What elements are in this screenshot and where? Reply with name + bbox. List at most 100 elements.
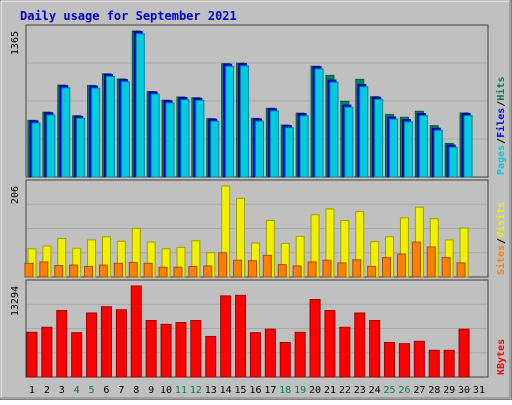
bar-pages-day-13 [210,120,220,178]
chart-panels: 1365Pages/Files/Hits206Sites/Visits13294… [10,24,507,378]
bar-pages-day-12 [195,99,205,178]
bars-bottom [26,285,470,378]
bar-pages-day-29 [448,146,458,178]
bar-kbytes-day-3 [56,310,68,378]
bar-kbytes-day-15 [235,294,247,378]
bar-kbytes-day-8 [130,285,142,378]
bar-kbytes-day-1 [26,331,38,378]
legend-pages: Pages [496,145,507,175]
bar-pages-day-8 [135,33,145,178]
bar-sites-day-25 [382,257,392,278]
bar-sites-day-9 [143,262,153,278]
bar-kbytes-day-9 [145,319,157,378]
bar-sites-day-21 [322,259,332,278]
x-tick-label-day-22: 22 [339,385,351,396]
bar-kbytes-day-30 [458,328,470,378]
bar-sites-day-22 [337,262,347,278]
bar-kbytes-day-21 [324,310,336,378]
bar-kbytes-day-11 [175,322,187,378]
bar-sites-day-8 [128,261,138,278]
bar-pages-day-14 [225,65,235,178]
bar-pages-day-17 [269,110,279,178]
x-tick-label-day-4: 4 [74,385,80,396]
bar-pages-day-7 [120,81,130,178]
bar-sites-day-2 [39,261,49,278]
x-axis-day-labels: 1 2 3 4 5 6 7 8 9 10 11 12 13 14 15 16 17 18 19 20 21 22 23 24 2… [29,385,485,396]
bar-pages-day-16 [254,120,264,178]
bar-pages-day-28 [433,129,443,178]
bar-pages-day-20 [314,68,324,178]
y-axis-max-label: 1365 [10,31,21,55]
x-tick-label-day-28: 28 [428,385,440,396]
bar-kbytes-day-6 [100,306,112,378]
bar-kbytes-day-13 [205,335,217,378]
legend-top: Pages/Files/Hits [495,77,507,175]
x-tick-label-day-9: 9 [148,385,154,396]
legend-hits: Hits [495,77,507,101]
x-tick-label-day-6: 6 [103,385,109,396]
legend-separator: / [496,101,507,107]
bar-sites-day-6 [98,264,108,278]
x-tick-label-day-11: 11 [175,385,187,396]
x-tick-label-day-5: 5 [89,385,95,396]
x-tick-label-day-27: 27 [413,385,425,396]
x-tick-label-day-21: 21 [324,385,336,396]
bar-kbytes-day-25 [384,341,396,378]
bar-kbytes-day-27 [413,340,425,378]
bar-sites-day-20 [307,261,317,278]
bar-pages-day-10 [165,102,175,178]
bar-kbytes-day-29 [443,349,455,378]
x-tick-label-day-19: 19 [294,385,306,396]
bar-pages-day-4 [76,117,86,178]
bar-pages-day-5 [91,87,101,178]
bar-sites-day-13 [203,265,213,278]
y-axis-max-label: 206 [10,186,21,204]
bar-pages-day-30 [463,115,473,178]
panel-middle: 206 Sites/Visits [10,179,507,278]
x-tick-label-day-13: 13 [205,385,217,396]
bar-pages-day-27 [418,115,428,178]
panel-bottom: 13294 KBytes [10,279,507,378]
bar-sites-day-24 [367,265,377,278]
bar-pages-day-22 [344,106,354,178]
bar-kbytes-day-23 [354,312,366,378]
x-tick-label-day-14: 14 [220,385,232,396]
bar-sites-day-23 [352,259,362,278]
bar-sites-day-3 [54,265,64,278]
x-tick-label-day-10: 10 [160,385,172,396]
bar-kbytes-day-24 [369,319,381,378]
bar-sites-day-19 [292,265,302,278]
bar-sites-day-28 [426,246,436,278]
legend-files: Files [495,108,507,138]
legend-bottom: KBytes [496,339,507,375]
x-tick-label-day-29: 29 [443,385,455,396]
bar-kbytes-day-26 [398,343,410,378]
bar-sites-day-18 [277,264,287,278]
bar-kbytes-day-28 [428,349,440,378]
bar-pages-day-9 [150,93,160,178]
bar-sites-day-12 [188,265,198,278]
bar-kbytes-day-19 [294,331,306,378]
x-tick-label-day-24: 24 [369,385,381,396]
bar-kbytes-day-12 [190,319,202,378]
bar-kbytes-day-2 [41,326,53,378]
bar-pages-day-24 [374,98,384,178]
bar-sites-day-15 [233,259,243,278]
x-tick-label-day-16: 16 [249,385,261,396]
bar-kbytes-day-5 [86,312,98,378]
bar-kbytes-day-16 [249,332,261,378]
bar-sites-day-29 [441,257,451,278]
bar-kbytes-day-7 [115,309,127,378]
chart-title: Daily usage for September 2021 [20,9,237,23]
x-tick-label-day-20: 20 [309,385,321,396]
bar-sites-day-11 [173,266,183,278]
bar-sites-day-30 [456,262,466,278]
bar-pages-day-11 [180,99,190,178]
bar-kbytes-day-20 [309,299,321,378]
legend-separator: / [496,138,507,144]
bar-sites-day-7 [113,262,123,278]
bar-pages-day-21 [329,81,339,178]
x-tick-label-day-7: 7 [118,385,124,396]
legend-sites: Sites [495,245,507,275]
